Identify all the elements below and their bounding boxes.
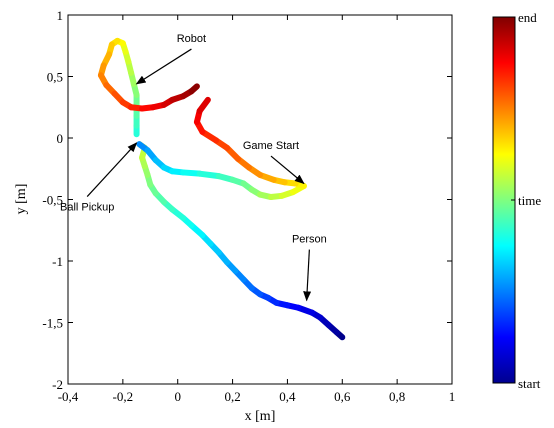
- x-tick-label: 0,8: [389, 389, 405, 404]
- y-axis-ticks: 1 0,5 0 -0,5 -1 -1,5 -2: [42, 8, 452, 392]
- y-tick-label: 0,5: [47, 70, 63, 85]
- annotation-arrow-person: [303, 249, 312, 302]
- annotation-arrow-ball-pickup: [86, 142, 138, 197]
- y-tick-label: -2: [52, 377, 63, 392]
- y-tick-label: 1: [57, 8, 64, 23]
- y-axis-label: y [m]: [14, 184, 29, 215]
- y-tick-label: -1,5: [42, 316, 63, 331]
- trajectory-robot: [97, 37, 200, 138]
- trajectory-segment: [196, 96, 211, 114]
- colorbar-label-time: time: [518, 193, 541, 208]
- trajectory-segment: [196, 170, 222, 180]
- y-tick-label: -1: [52, 254, 63, 269]
- y-tick-label: 0: [57, 131, 64, 146]
- annotation-arrow-robot: [135, 48, 192, 85]
- x-tick-label: -0,4: [58, 389, 79, 404]
- x-axis-ticks: -0,4 -0,2 0 0,2 0,4 0,6 0,8 1: [58, 15, 456, 404]
- trajectory-layer: [97, 37, 346, 341]
- annotation-robot: Robot: [177, 33, 206, 45]
- trajectory-segment: [188, 83, 200, 95]
- y-tick-label: -0,5: [42, 193, 63, 208]
- x-tick-label: 0,4: [279, 389, 296, 404]
- colorbar-label-start: start: [518, 376, 541, 391]
- x-tick-label: 0,2: [224, 389, 240, 404]
- x-tick-label: 0: [174, 389, 181, 404]
- annotation-ball-pickup: Ball Pickup: [60, 202, 114, 214]
- x-tick-label: 0,6: [334, 389, 351, 404]
- colorbar-label-end: end: [518, 10, 537, 25]
- trajectory-person: [136, 141, 346, 341]
- annotation-arrow-game-start: [270, 155, 305, 185]
- colorbar-labels: end time start: [511, 10, 541, 391]
- x-tick-label: 1: [449, 389, 456, 404]
- plot-frame: [67, 14, 453, 385]
- x-tick-label: -0,2: [113, 389, 134, 404]
- x-axis-label: x [m]: [245, 409, 276, 424]
- annotation-layer: Robot Game Start Ball Pickup Person: [60, 33, 327, 302]
- annotation-game-start: Game Start: [243, 140, 299, 152]
- trajectory-game-start: [136, 96, 307, 201]
- annotation-person: Person: [292, 234, 327, 246]
